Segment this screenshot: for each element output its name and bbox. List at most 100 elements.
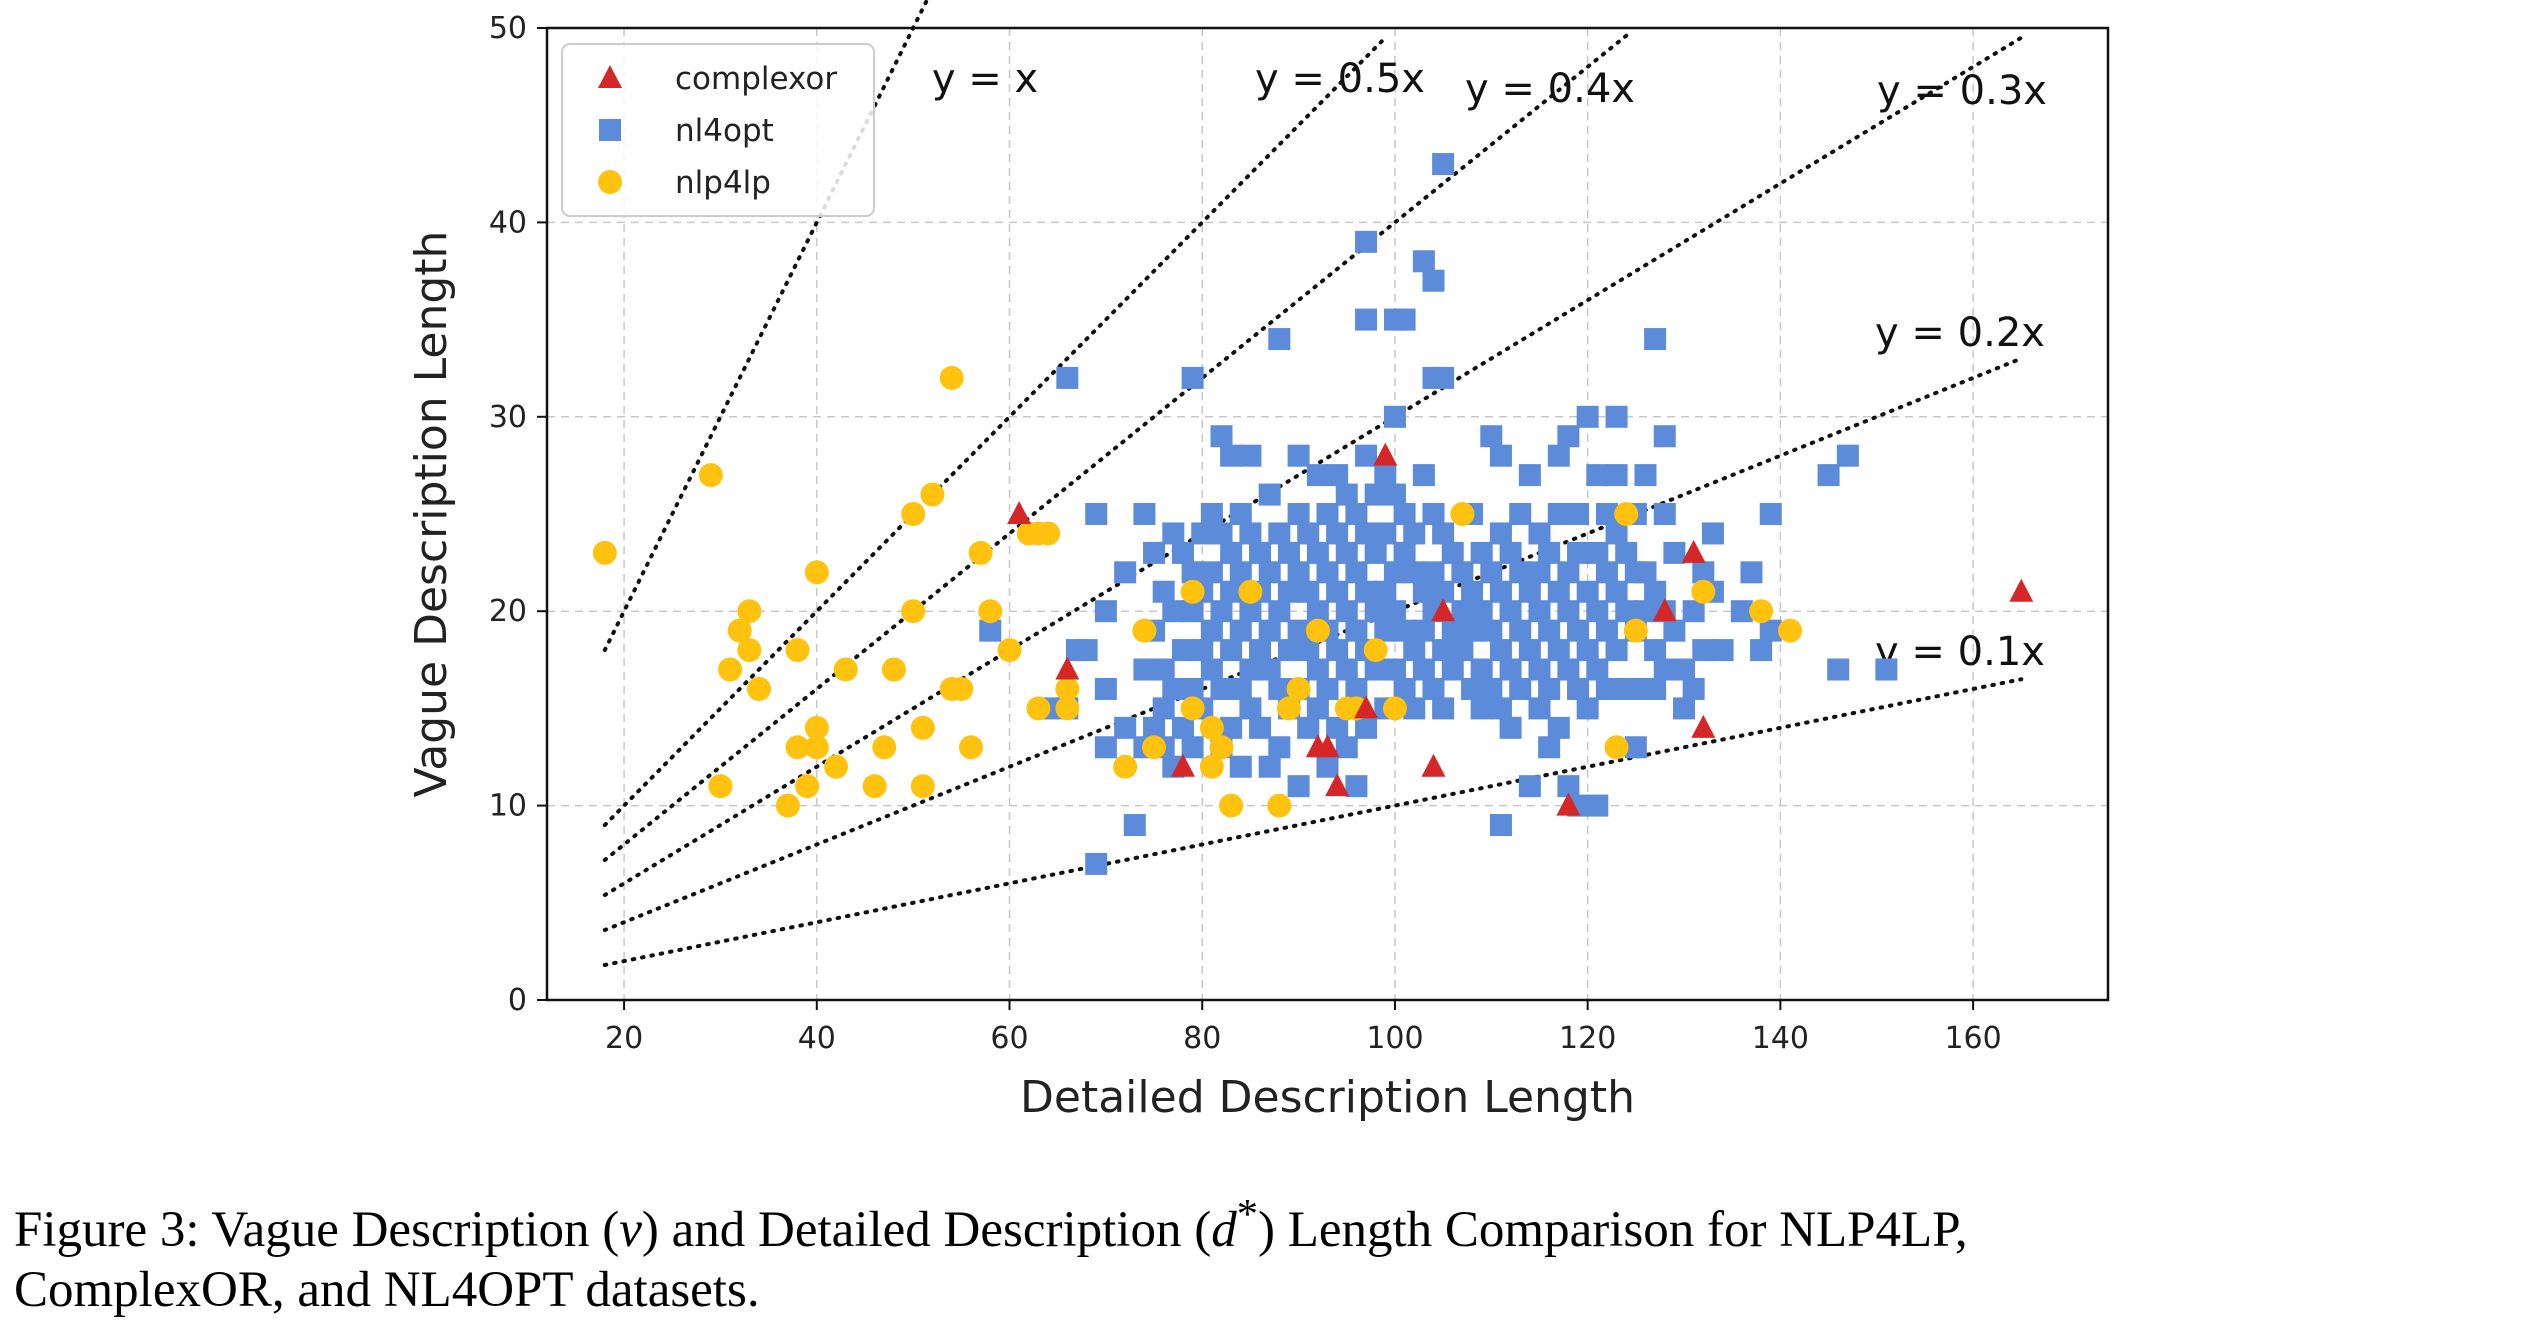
nl4opt-point [1152, 580, 1175, 603]
nl4opt-point [1114, 561, 1137, 584]
nl4opt-point [1306, 600, 1329, 623]
reference-line-label: y = 0.1x [1875, 629, 2045, 675]
nl4opt-point [1489, 814, 1512, 837]
nl4opt-point [1653, 658, 1676, 681]
nlp4lp-point [1363, 638, 1388, 663]
nl4opt-point [1557, 600, 1580, 623]
nl4opt-point [1277, 639, 1300, 662]
nl4opt-point [1634, 561, 1657, 584]
nl4opt-point [1528, 697, 1551, 720]
complexor-point [1681, 539, 1706, 563]
nl4opt-point [1538, 619, 1561, 642]
nl4opt-point [1827, 658, 1850, 681]
nlp4lp-point [1382, 696, 1407, 721]
complexor-point [2009, 578, 2034, 602]
reference-lines: y = x y = 0.5x y = 0.4x y = 0.3x y = 0.2x y =… [602, 0, 2047, 968]
nl4opt-point [1181, 561, 1204, 584]
nlp4lp-point [978, 599, 1003, 624]
y-tick-label: 10 [489, 789, 527, 824]
nl4opt-point [1644, 328, 1667, 351]
nl4opt-point [1461, 580, 1484, 603]
nl4opt-point [1355, 716, 1378, 739]
nl4opt-point [1595, 619, 1618, 642]
nl4opt-point [1143, 716, 1166, 739]
nlp4lp-point [1276, 696, 1301, 721]
nl4opt-point [1268, 522, 1291, 545]
legend-marker-nlp4lp [598, 170, 622, 194]
nl4opt-point [1383, 600, 1406, 623]
nl4opt-point [1750, 639, 1773, 662]
nl4opt-point [1094, 677, 1117, 700]
nl4opt-point [1605, 639, 1628, 662]
nl4opt-point [1249, 639, 1272, 662]
caption-var-v: v [619, 1202, 642, 1258]
nl4opt-point [1200, 619, 1223, 642]
reference-line-label: y = 0.4x [1465, 66, 1635, 112]
nl4opt-point [1470, 600, 1493, 623]
nl4opt-point [1364, 600, 1387, 623]
nl4opt-point [1499, 658, 1522, 681]
nl4opt-point [1123, 814, 1146, 837]
nl4opt-point [1393, 677, 1416, 700]
y-tick-label: 20 [489, 594, 527, 629]
nl4opt-point [1268, 328, 1291, 351]
nlp4lp-point [920, 482, 945, 507]
nl4opt-point [1297, 716, 1320, 739]
nl4opt-point [1644, 639, 1667, 662]
nl4opt-point [1383, 483, 1406, 506]
nlp4lp-point [1055, 676, 1080, 701]
nl4opt-point [1210, 522, 1233, 545]
nl4opt-point [1403, 639, 1426, 662]
legend-box [561, 43, 875, 217]
nl4opt-point [1210, 425, 1233, 448]
nl4opt-point [1470, 697, 1493, 720]
nl4opt-point [1383, 561, 1406, 584]
nl4opt-point [1085, 852, 1108, 875]
nl4opt-point [1220, 444, 1243, 467]
nl4opt-point [1567, 677, 1590, 700]
nl4opt-point [1162, 600, 1185, 623]
reference-line-label: y = 0.3x [1877, 68, 2047, 114]
y-tick-label: 50 [489, 11, 527, 46]
nl4opt-point [1528, 561, 1551, 584]
nl4opt-point [1239, 658, 1262, 681]
complexor-point [1325, 773, 1350, 797]
nl4opt-point [1229, 503, 1252, 525]
nl4opt-point [1393, 619, 1416, 642]
nl4opt-point [1509, 503, 1532, 525]
nl4opt-point [1653, 503, 1676, 525]
nl4opt-point [1258, 561, 1281, 584]
nl4opt-point [1634, 600, 1657, 623]
nl4opt-point [1210, 677, 1233, 700]
nlp4lp-point [592, 540, 617, 565]
nl4opt-point [1306, 541, 1329, 564]
caption-line-2: ComplexOR, and NL4OPT datasets. [14, 1262, 760, 1318]
nl4opt-point [1258, 755, 1281, 778]
nl4opt-point [1432, 366, 1455, 389]
nlp4lp-point [708, 774, 733, 799]
figure-caption: Figure 3: Vague Description (v) and Deta… [14, 1185, 2514, 1320]
nl4opt-point [1220, 716, 1243, 739]
nl4opt-point [1114, 716, 1137, 739]
nlp4lp-point [737, 638, 762, 663]
caption-suffix: ) Length Comparison for NLP4LP, [1257, 1202, 1968, 1258]
nl4opt-point [1538, 736, 1561, 759]
nl4opt-point [1326, 522, 1349, 545]
nlp4lp-point [1778, 618, 1803, 643]
nl4opt-point [1171, 716, 1194, 739]
nl4opt-point [1220, 580, 1243, 603]
nl4opt-point [1268, 600, 1291, 623]
nlp4lp-point [785, 735, 810, 760]
nl4opt-point [1557, 561, 1580, 584]
complexor-point [1652, 598, 1677, 622]
nl4opt-point [1355, 230, 1378, 253]
nl4opt-point [1181, 677, 1204, 700]
nl4opt-point [1586, 464, 1609, 487]
nl4opt-point [1412, 464, 1435, 487]
nlp4lp-point [804, 715, 829, 740]
nlp4lp-point [1132, 618, 1157, 643]
nl4opt-point [1461, 677, 1484, 700]
nl4opt-point [1335, 483, 1358, 506]
nl4opt-point [1470, 658, 1493, 681]
nl4opt-point [1567, 619, 1590, 642]
